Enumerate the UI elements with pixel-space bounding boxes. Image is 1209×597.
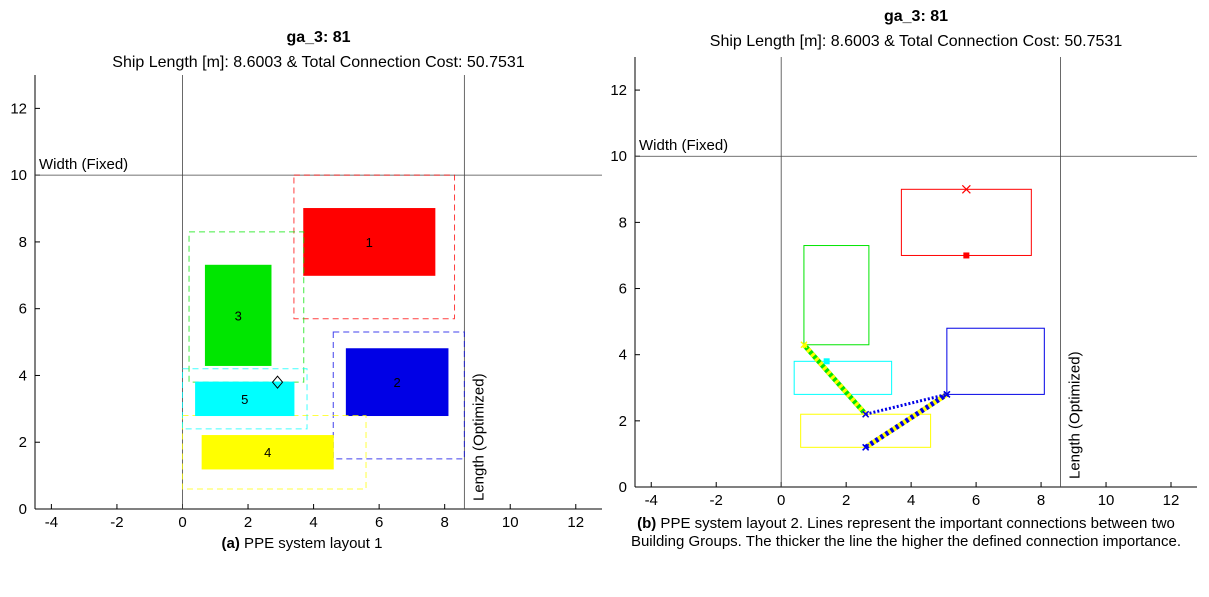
y-tick-label: 0 — [19, 501, 27, 518]
x-tick-label: 6 — [972, 492, 980, 509]
x-tick-label: 12 — [567, 514, 584, 530]
room-green — [803, 245, 870, 346]
room-zone-blue — [332, 331, 465, 460]
y-tick-label: 12 — [610, 82, 627, 99]
room-label: 2 — [394, 375, 401, 390]
width-label: Width (Fixed) — [39, 156, 128, 173]
diamond-marker — [271, 375, 284, 389]
point-square-marker — [963, 252, 970, 259]
x-tick-label: -4 — [45, 514, 58, 530]
connection-endpoint-x — [800, 341, 808, 349]
chart-title: ga_3: 81 — [286, 29, 350, 46]
x-tick-label: 10 — [502, 514, 519, 530]
y-tick-label: 4 — [19, 367, 27, 384]
x-tick-label: 0 — [178, 514, 186, 530]
x-tick-label: 2 — [842, 492, 850, 509]
caption-a-text: PPE system layout 1 — [239, 535, 383, 552]
caption-b: (b) PPE system layout 2. Lines represent… — [604, 515, 1208, 551]
point-x-marker — [961, 184, 971, 194]
y-tick-label: 6 — [619, 281, 627, 298]
chart-title: ga_3: 81 — [884, 8, 948, 25]
connection-line-dash — [864, 392, 949, 450]
connection-endpoint-x — [862, 443, 870, 451]
connection-line — [865, 392, 948, 416]
chart-b-plot: ga_3: 81 Ship Length [m]: 8.6003 & Total … — [610, 8, 1197, 509]
room-label: 4 — [264, 445, 271, 460]
y-tick-label: 10 — [10, 167, 27, 184]
y-tick-label: 2 — [619, 413, 627, 430]
chart-subtitle: Ship Length [m]: 8.6003 & Total Connecti… — [710, 33, 1123, 50]
chart-subtitle: Ship Length [m]: 8.6003 & Total Connecti… — [112, 54, 525, 71]
room-red — [303, 208, 436, 276]
length-label: Length (Optimized) — [470, 373, 487, 501]
x-tick-label: 8 — [1037, 492, 1045, 509]
room-zone-cyan — [181, 368, 308, 430]
room-blue — [946, 327, 1045, 395]
point-square-marker — [823, 358, 830, 365]
x-tick-label: -2 — [110, 514, 123, 530]
room-label: 5 — [241, 392, 248, 407]
room-blue — [345, 348, 449, 417]
connection-line — [802, 343, 868, 416]
y-tick-label: 10 — [610, 148, 627, 165]
y-tick-label: 8 — [19, 234, 27, 251]
y-tick-label: 0 — [619, 479, 627, 496]
room-yellow — [201, 435, 334, 470]
x-tick-label: 6 — [375, 514, 383, 530]
caption-a-label: (a) — [221, 535, 240, 552]
caption-a: (a) PPE system layout 1 — [0, 535, 604, 553]
room-green — [204, 264, 272, 366]
x-tick-label: 8 — [441, 514, 449, 530]
x-tick-label: 4 — [907, 492, 915, 509]
length-label: Length (Optimized) — [1067, 351, 1084, 479]
chart-a-plot: ga_3: 81 Ship Length [m]: 8.6003 & Total … — [10, 29, 602, 530]
x-tick-label: -4 — [645, 492, 658, 509]
room-label: 1 — [366, 235, 373, 250]
room-cyan — [793, 360, 893, 395]
room-red — [900, 188, 1032, 256]
connection-endpoint-x — [862, 410, 870, 418]
chart-panel-a: ga_3: 81 Ship Length [m]: 8.6003 & Total … — [0, 0, 604, 597]
width-label: Width (Fixed) — [639, 137, 728, 154]
y-tick-label: 2 — [19, 434, 27, 451]
x-tick-label: 10 — [1098, 492, 1115, 509]
y-tick-label: 6 — [19, 301, 27, 318]
caption-b-label: (b) — [637, 515, 657, 532]
room-zone-red — [293, 174, 456, 320]
room-label: 3 — [235, 308, 242, 323]
y-tick-label: 8 — [619, 214, 627, 231]
x-tick-label: 0 — [777, 492, 785, 509]
y-tick-label: 4 — [619, 347, 627, 364]
x-tick-label: 12 — [1163, 492, 1180, 509]
caption-b-text: PPE system layout 2. Lines represent the… — [630, 515, 1182, 550]
connection-endpoint-x — [943, 390, 951, 398]
x-tick-label: 4 — [309, 514, 317, 530]
y-tick-label: 12 — [10, 100, 27, 117]
x-tick-label: 2 — [244, 514, 252, 530]
x-tick-label: -2 — [710, 492, 723, 509]
chart-panel-b: ga_3: 81 Ship Length [m]: 8.6003 & Total … — [604, 0, 1208, 597]
